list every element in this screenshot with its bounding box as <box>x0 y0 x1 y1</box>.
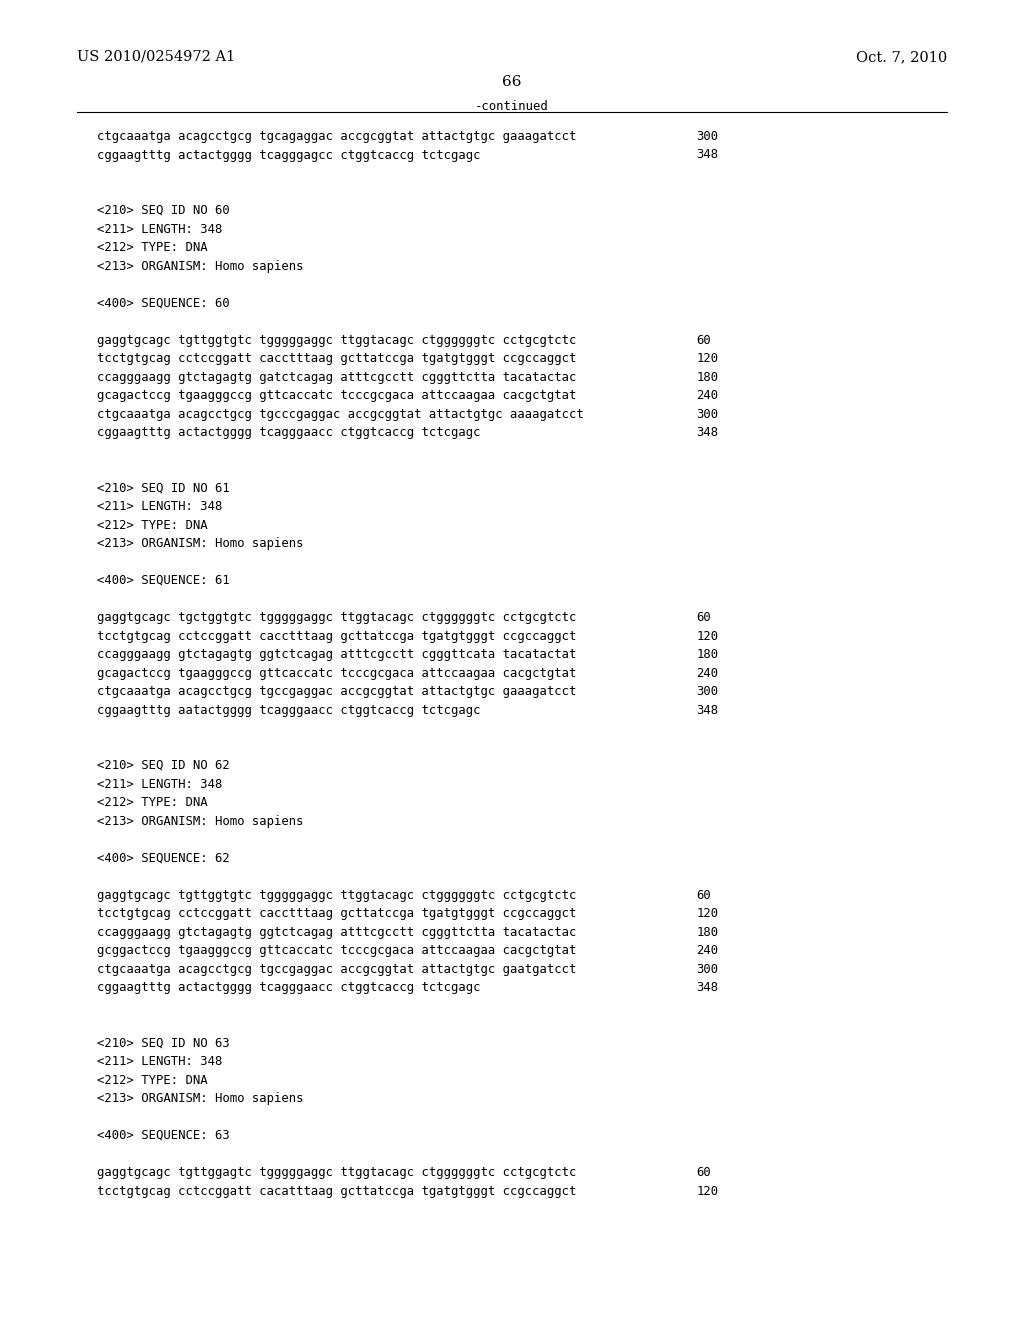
Text: ccagggaagg gtctagagtg ggtctcagag atttcgcctt cgggttcata tacatactat: ccagggaagg gtctagagtg ggtctcagag atttcgc… <box>97 648 577 661</box>
Text: 300: 300 <box>696 962 719 975</box>
Text: gcggactccg tgaagggccg gttcaccatc tcccgcgaca attccaagaa cacgctgtat: gcggactccg tgaagggccg gttcaccatc tcccgcg… <box>97 944 577 957</box>
Text: tcctgtgcag cctccggatt cacctttaag gcttatccga tgatgtgggt ccgccaggct: tcctgtgcag cctccggatt cacctttaag gcttatc… <box>97 907 577 920</box>
Text: ctgcaaatga acagcctgcg tgcccgaggac accgcggtat attactgtgc aaaagatcct: ctgcaaatga acagcctgcg tgcccgaggac accgcg… <box>97 408 584 421</box>
Text: gaggtgcagc tgttggagtc tgggggaggc ttggtacagc ctggggggtc cctgcgtctc: gaggtgcagc tgttggagtc tgggggaggc ttggtac… <box>97 1166 577 1179</box>
Text: <210> SEQ ID NO 63: <210> SEQ ID NO 63 <box>97 1036 230 1049</box>
Text: <400> SEQUENCE: 60: <400> SEQUENCE: 60 <box>97 297 230 309</box>
Text: ctgcaaatga acagcctgcg tgcagaggac accgcggtat attactgtgc gaaagatcct: ctgcaaatga acagcctgcg tgcagaggac accgcgg… <box>97 129 577 143</box>
Text: 348: 348 <box>696 149 719 161</box>
Text: gaggtgcagc tgctggtgtc tgggggaggc ttggtacagc ctggggggtc cctgcgtctc: gaggtgcagc tgctggtgtc tgggggaggc ttggtac… <box>97 611 577 624</box>
Text: 348: 348 <box>696 981 719 994</box>
Text: 120: 120 <box>696 352 719 366</box>
Text: gaggtgcagc tgttggtgtc tgggggaggc ttggtacagc ctggggggtc cctgcgtctc: gaggtgcagc tgttggtgtc tgggggaggc ttggtac… <box>97 888 577 902</box>
Text: 240: 240 <box>696 389 719 403</box>
Text: cggaagtttg actactgggg tcagggaacc ctggtcaccg tctcgagc: cggaagtttg actactgggg tcagggaacc ctggtca… <box>97 426 481 440</box>
Text: <212> TYPE: DNA: <212> TYPE: DNA <box>97 796 208 809</box>
Text: -continued: -continued <box>475 100 549 114</box>
Text: <211> LENGTH: 348: <211> LENGTH: 348 <box>97 777 222 791</box>
Text: ctgcaaatga acagcctgcg tgccgaggac accgcggtat attactgtgc gaatgatcct: ctgcaaatga acagcctgcg tgccgaggac accgcgg… <box>97 962 577 975</box>
Text: 348: 348 <box>696 426 719 440</box>
Text: gcagactccg tgaagggccg gttcaccatc tcccgcgaca attccaagaa cacgctgtat: gcagactccg tgaagggccg gttcaccatc tcccgcg… <box>97 667 577 680</box>
Text: gcagactccg tgaagggccg gttcaccatc tcccgcgaca attccaagaa cacgctgtat: gcagactccg tgaagggccg gttcaccatc tcccgcg… <box>97 389 577 403</box>
Text: ccagggaagg gtctagagtg ggtctcagag atttcgcctt cgggttctta tacatactac: ccagggaagg gtctagagtg ggtctcagag atttcgc… <box>97 925 577 939</box>
Text: <210> SEQ ID NO 62: <210> SEQ ID NO 62 <box>97 759 230 772</box>
Text: 180: 180 <box>696 371 719 384</box>
Text: 120: 120 <box>696 630 719 643</box>
Text: 60: 60 <box>696 611 711 624</box>
Text: 300: 300 <box>696 685 719 698</box>
Text: 60: 60 <box>696 1166 711 1179</box>
Text: cggaagtttg aatactgggg tcagggaacc ctggtcaccg tctcgagc: cggaagtttg aatactgggg tcagggaacc ctggtca… <box>97 704 481 717</box>
Text: <211> LENGTH: 348: <211> LENGTH: 348 <box>97 1055 222 1068</box>
Text: ctgcaaatga acagcctgcg tgccgaggac accgcggtat attactgtgc gaaagatcct: ctgcaaatga acagcctgcg tgccgaggac accgcgg… <box>97 685 577 698</box>
Text: <213> ORGANISM: Homo sapiens: <213> ORGANISM: Homo sapiens <box>97 814 304 828</box>
Text: 180: 180 <box>696 925 719 939</box>
Text: gaggtgcagc tgttggtgtc tgggggaggc ttggtacagc ctggggggtc cctgcgtctc: gaggtgcagc tgttggtgtc tgggggaggc ttggtac… <box>97 334 577 347</box>
Text: <210> SEQ ID NO 61: <210> SEQ ID NO 61 <box>97 482 230 495</box>
Text: cggaagtttg actactgggg tcagggagcc ctggtcaccg tctcgagc: cggaagtttg actactgggg tcagggagcc ctggtca… <box>97 149 481 161</box>
Text: 240: 240 <box>696 667 719 680</box>
Text: tcctgtgcag cctccggatt cacatttaag gcttatccga tgatgtgggt ccgccaggct: tcctgtgcag cctccggatt cacatttaag gcttatc… <box>97 1184 577 1197</box>
Text: <212> TYPE: DNA: <212> TYPE: DNA <box>97 519 208 532</box>
Text: <210> SEQ ID NO 60: <210> SEQ ID NO 60 <box>97 205 230 216</box>
Text: <400> SEQUENCE: 61: <400> SEQUENCE: 61 <box>97 574 230 587</box>
Text: <211> LENGTH: 348: <211> LENGTH: 348 <box>97 223 222 235</box>
Text: 60: 60 <box>696 888 711 902</box>
Text: <212> TYPE: DNA: <212> TYPE: DNA <box>97 242 208 253</box>
Text: <213> ORGANISM: Homo sapiens: <213> ORGANISM: Homo sapiens <box>97 1092 304 1105</box>
Text: <400> SEQUENCE: 62: <400> SEQUENCE: 62 <box>97 851 230 865</box>
Text: <211> LENGTH: 348: <211> LENGTH: 348 <box>97 500 222 513</box>
Text: cggaagtttg actactgggg tcagggaacc ctggtcaccg tctcgagc: cggaagtttg actactgggg tcagggaacc ctggtca… <box>97 981 481 994</box>
Text: 348: 348 <box>696 704 719 717</box>
Text: tcctgtgcag cctccggatt cacctttaag gcttatccga tgatgtgggt ccgccaggct: tcctgtgcag cctccggatt cacctttaag gcttatc… <box>97 352 577 366</box>
Text: tcctgtgcag cctccggatt cacctttaag gcttatccga tgatgtgggt ccgccaggct: tcctgtgcag cctccggatt cacctttaag gcttatc… <box>97 630 577 643</box>
Text: 120: 120 <box>696 1184 719 1197</box>
Text: <213> ORGANISM: Homo sapiens: <213> ORGANISM: Homo sapiens <box>97 537 304 550</box>
Text: 60: 60 <box>696 334 711 347</box>
Text: 300: 300 <box>696 408 719 421</box>
Text: <212> TYPE: DNA: <212> TYPE: DNA <box>97 1073 208 1086</box>
Text: 300: 300 <box>696 129 719 143</box>
Text: ccagggaagg gtctagagtg gatctcagag atttcgcctt cgggttctta tacatactac: ccagggaagg gtctagagtg gatctcagag atttcgc… <box>97 371 577 384</box>
Text: Oct. 7, 2010: Oct. 7, 2010 <box>856 50 947 63</box>
Text: <400> SEQUENCE: 63: <400> SEQUENCE: 63 <box>97 1129 230 1142</box>
Text: 180: 180 <box>696 648 719 661</box>
Text: US 2010/0254972 A1: US 2010/0254972 A1 <box>77 50 236 63</box>
Text: 240: 240 <box>696 944 719 957</box>
Text: 120: 120 <box>696 907 719 920</box>
Text: 66: 66 <box>502 75 522 88</box>
Text: <213> ORGANISM: Homo sapiens: <213> ORGANISM: Homo sapiens <box>97 260 304 272</box>
